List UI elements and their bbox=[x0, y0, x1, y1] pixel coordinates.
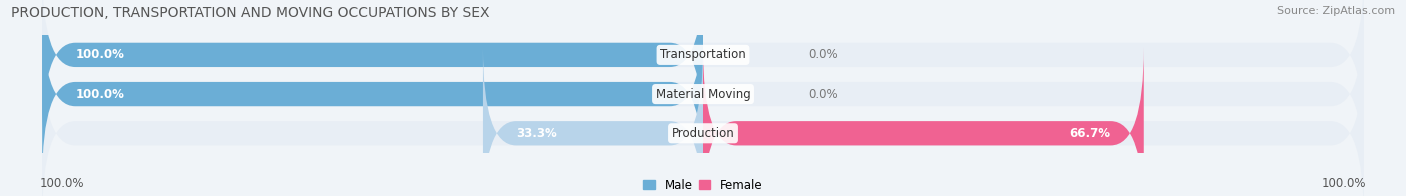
Text: 33.3%: 33.3% bbox=[516, 127, 557, 140]
Text: Source: ZipAtlas.com: Source: ZipAtlas.com bbox=[1277, 6, 1395, 16]
Text: Material Moving: Material Moving bbox=[655, 88, 751, 101]
FancyBboxPatch shape bbox=[703, 47, 1143, 196]
Text: Transportation: Transportation bbox=[661, 48, 745, 61]
Text: Production: Production bbox=[672, 127, 734, 140]
Text: 100.0%: 100.0% bbox=[1322, 177, 1367, 190]
FancyBboxPatch shape bbox=[42, 8, 703, 180]
Text: 100.0%: 100.0% bbox=[76, 48, 124, 61]
FancyBboxPatch shape bbox=[482, 47, 703, 196]
FancyBboxPatch shape bbox=[42, 8, 1364, 180]
FancyBboxPatch shape bbox=[42, 47, 1364, 196]
Text: 0.0%: 0.0% bbox=[808, 48, 838, 61]
Text: PRODUCTION, TRANSPORTATION AND MOVING OCCUPATIONS BY SEX: PRODUCTION, TRANSPORTATION AND MOVING OC… bbox=[11, 6, 489, 20]
Text: 100.0%: 100.0% bbox=[76, 88, 124, 101]
Legend: Male, Female: Male, Female bbox=[644, 179, 762, 192]
FancyBboxPatch shape bbox=[42, 0, 1364, 141]
Text: 0.0%: 0.0% bbox=[808, 88, 838, 101]
Text: 100.0%: 100.0% bbox=[39, 177, 84, 190]
FancyBboxPatch shape bbox=[42, 0, 703, 141]
Text: 66.7%: 66.7% bbox=[1070, 127, 1111, 140]
